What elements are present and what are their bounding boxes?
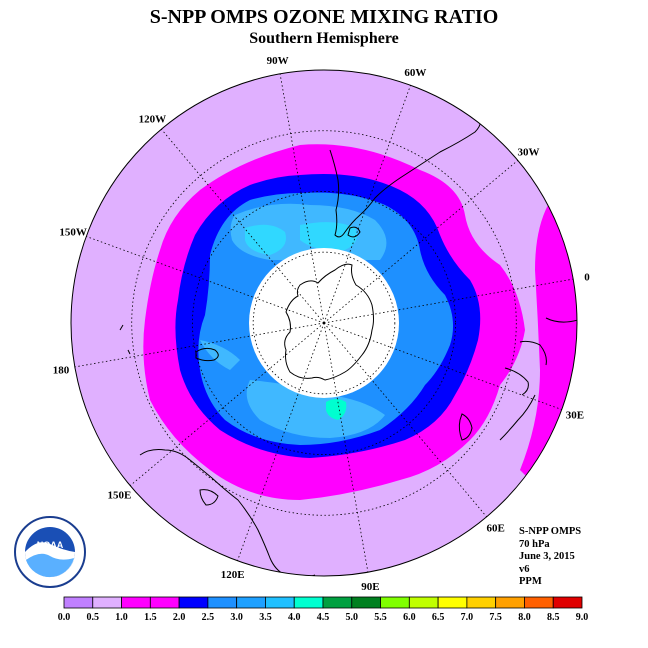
- south-america-coast: [329, 117, 481, 238]
- colorbar-swatch: [495, 596, 525, 609]
- colorbar-tick-label: 7.5: [489, 612, 502, 623]
- info-block: S-NPP OMPS 70 hPa June 3, 2015 v6 PPM: [519, 526, 581, 589]
- light-blue-patch: [246, 380, 385, 438]
- noaa-logo: NOAA: [14, 516, 86, 588]
- falklands-coast: [347, 226, 361, 238]
- colorbar-tick-label: 6.0: [403, 612, 416, 623]
- info-units: PPM: [519, 576, 542, 587]
- colorbar-swatch: [466, 596, 497, 609]
- map-title: S-NPP OMPS OZONE MIXING RATIO: [149, 6, 499, 28]
- colorbar-tick-label: 0.0: [58, 612, 71, 623]
- meridian-label: 90E: [361, 581, 379, 593]
- info-instrument: S-NPP OMPS: [519, 526, 582, 537]
- colorbar: 0.0 0.5 1.0 1.5 2.0 2.5 3.0 3.5 4.0 4.5 5.0 5.5 6.0 6…: [58, 596, 589, 623]
- meridian-label: 180: [53, 364, 70, 376]
- colorbar-tick-label: 8.0: [518, 612, 531, 623]
- colorbar-swatch: [293, 596, 324, 609]
- colorbar-tick-label: 4.5: [317, 612, 330, 623]
- teal-patch: [326, 399, 347, 420]
- meridian-label: 120W: [139, 113, 167, 125]
- latitude-circle: [131, 130, 517, 516]
- ozone-field: [71, 70, 577, 576]
- map-boundary: [70, 69, 578, 577]
- colorbar-tick-label: 3.0: [230, 612, 243, 623]
- new-zealand-coast: [119, 324, 219, 362]
- colorbar-tick-label: 7.0: [461, 612, 474, 623]
- colorbar-tick-label: 1.0: [115, 612, 128, 623]
- colorbar-tick-label: 1.5: [144, 612, 157, 623]
- info-level: 70 hPa: [519, 538, 550, 550]
- antarctica-coast: [284, 263, 374, 381]
- colorbar-swatch: [92, 596, 122, 609]
- colorbar-tick-label: 9.0: [576, 612, 589, 623]
- madagascar-coast: [458, 413, 473, 441]
- meridian-label: 120E: [221, 569, 245, 581]
- info-date: June 3, 2015: [519, 551, 575, 562]
- colorbar-tick-label: 2.5: [202, 612, 215, 623]
- colorbar-swatch: [121, 596, 151, 609]
- colorbar-swatch: [178, 596, 209, 609]
- africa-coast: [499, 317, 577, 441]
- colorbar-swatch: [149, 596, 180, 609]
- meridian-label: 150W: [59, 227, 87, 239]
- info-version: v6: [519, 563, 530, 575]
- latitude-circle: [252, 251, 396, 395]
- colorbar-swatch: [351, 596, 381, 609]
- colorbar-swatch: [524, 596, 554, 609]
- meridian-label: 90W: [267, 55, 289, 67]
- colorbar-swatch: [322, 596, 353, 609]
- colorbar-swatch: [552, 596, 583, 609]
- colorbar-swatch: [380, 596, 410, 609]
- colorbar-tick-label: 6.5: [432, 612, 445, 623]
- colorbar-tick-label: 8.5: [547, 612, 560, 623]
- colorbar-tick-label: 5.0: [346, 612, 359, 623]
- colorbar-swatch: [408, 596, 439, 609]
- colorbar-tick-label: 4.0: [288, 612, 301, 623]
- colorbar-swatch: [437, 596, 468, 609]
- colorbar-tick-label: 3.5: [259, 612, 272, 623]
- colorbar-tick-label: 5.5: [374, 612, 387, 623]
- meridian-label: 30W: [518, 146, 540, 158]
- latitude-circle: [192, 191, 456, 455]
- graticule: [74, 73, 574, 573]
- coastlines: [119, 117, 577, 576]
- tasmania-coast: [199, 489, 219, 506]
- map-subtitle: Southern Hemisphere: [249, 30, 399, 47]
- colorbar-swatch: [63, 596, 94, 609]
- meridian-label: 60W: [404, 67, 426, 79]
- colorbar-swatch: [207, 596, 238, 609]
- meridian-label: 0: [584, 272, 590, 284]
- colorbar-tick-label: 2.0: [173, 612, 186, 623]
- australia-coast: [139, 449, 316, 576]
- colorbar-swatch: [265, 596, 295, 609]
- cyan-patch: [300, 222, 358, 251]
- noaa-logo-text: NOAA: [37, 540, 64, 550]
- light-blue-patch: [200, 340, 240, 370]
- colorbar-swatch: [236, 596, 266, 609]
- meridian-labels: 90W 60W 30W 0 30E 60E 90E 120E 150E 180 150W 120W: [53, 55, 590, 593]
- meridian-label: 30E: [566, 409, 584, 421]
- meridian-label: 150E: [108, 490, 132, 502]
- cyan-patch: [245, 224, 286, 255]
- meridian-label: 60E: [486, 523, 504, 535]
- colorbar-tick-label: 0.5: [87, 612, 100, 623]
